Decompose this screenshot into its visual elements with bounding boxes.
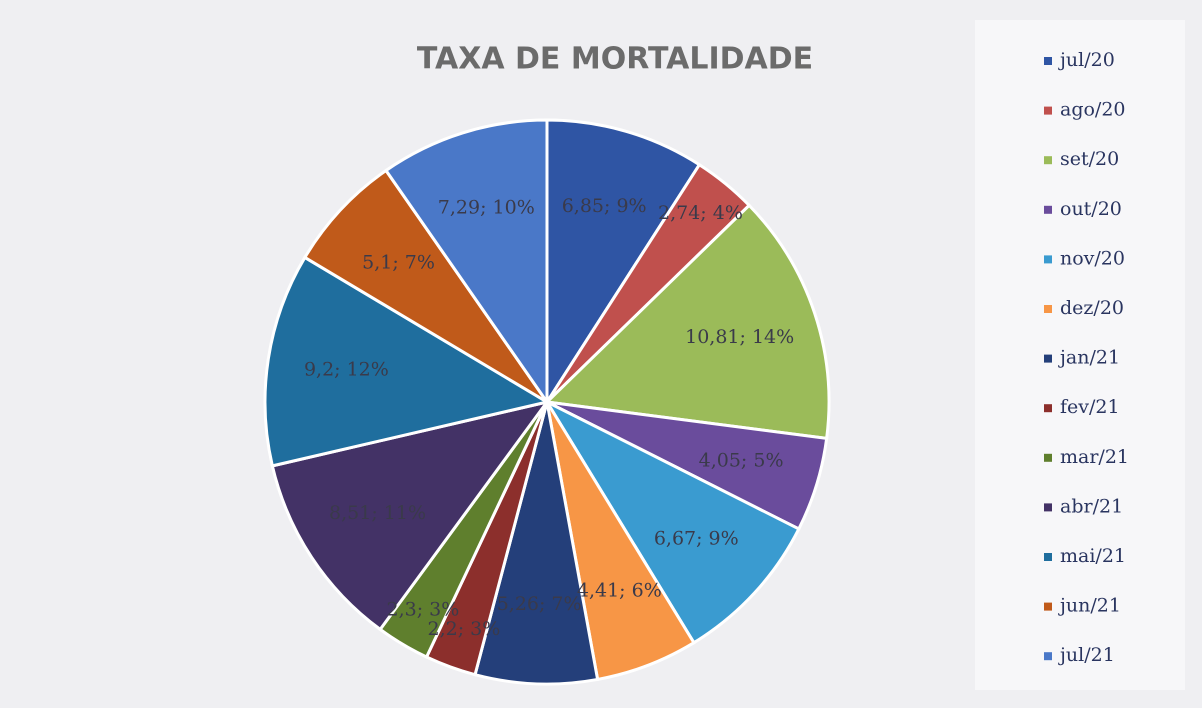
legend-swatch (1044, 553, 1052, 561)
legend-swatch (1044, 354, 1052, 363)
legend-label: jul/20 (1058, 49, 1115, 71)
legend-label: jul/21 (1058, 644, 1115, 666)
legend-label: jun/21 (1058, 595, 1121, 617)
data-label: 5,1; 7% (362, 251, 435, 273)
legend-swatch (1044, 255, 1052, 264)
pie-slice (473, 401, 600, 686)
legend-swatch (1044, 503, 1052, 512)
legend-label: mai/21 (1060, 545, 1126, 567)
legend-label: set/20 (1060, 148, 1119, 170)
pie-slice (383, 118, 549, 407)
legend-swatch (1044, 156, 1052, 165)
data-label: 2,3; 3% (387, 598, 460, 620)
pie-slice (545, 118, 702, 408)
data-label: 6,67; 9% (654, 528, 739, 550)
legend-label: dez/20 (1060, 297, 1124, 319)
data-label: 10,81; 14% (685, 326, 794, 348)
legend-swatch (1044, 602, 1052, 611)
legend-swatch (1044, 106, 1052, 115)
legend-swatch (1044, 652, 1052, 661)
data-label: 9,2; 12% (304, 359, 389, 381)
pie-slice (542, 398, 801, 645)
legend-label: out/20 (1060, 198, 1122, 220)
data-label: 7,29; 10% (438, 196, 535, 218)
legend-swatch (1044, 404, 1052, 413)
legend-swatch (1044, 57, 1052, 65)
pie-slice (270, 399, 551, 632)
data-label: 4,05; 5% (699, 450, 784, 472)
pie-slice (302, 168, 549, 404)
data-label: 2,2; 3% (428, 618, 501, 640)
legend-swatch (1044, 453, 1052, 462)
legend-label: mar/21 (1060, 446, 1129, 468)
legend-swatch (1044, 205, 1052, 214)
legend-label: fev/21 (1060, 396, 1120, 418)
legend-box (975, 20, 1185, 690)
data-label: 8,51; 11% (329, 502, 426, 524)
data-label: 4,41; 6% (577, 580, 662, 602)
pie-slice (263, 255, 551, 468)
legend-label: nov/20 (1060, 247, 1125, 269)
chart-title: TAXA DE MORTALIDADE (417, 42, 813, 77)
legend-label: abr/21 (1060, 495, 1123, 517)
data-label: 6,85; 9% (562, 195, 647, 217)
data-label: 5,26; 7% (497, 593, 582, 615)
legend-label: ago/20 (1060, 99, 1126, 121)
legend-label: jan/21 (1058, 347, 1120, 369)
pie-slice (543, 203, 831, 441)
legend-swatch (1044, 305, 1052, 313)
data-label: 2,74; 4% (658, 202, 743, 224)
